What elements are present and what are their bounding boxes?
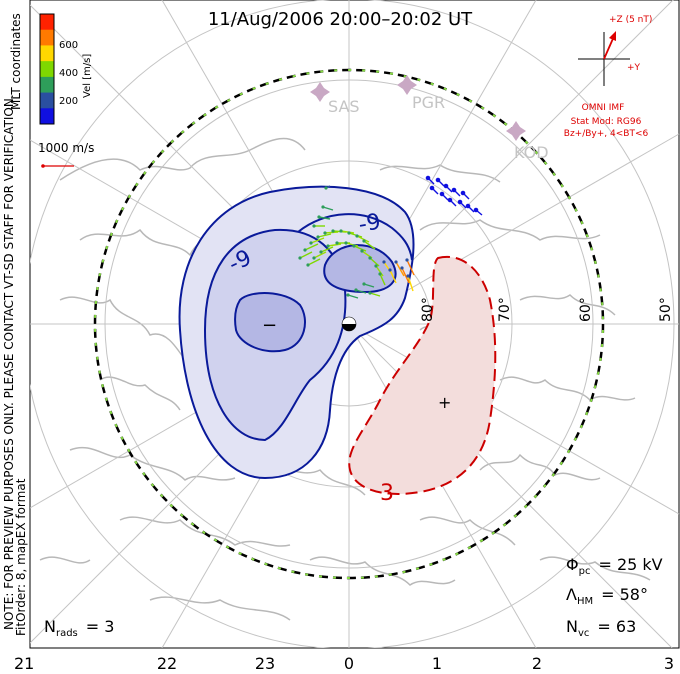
scale-vector-root	[41, 164, 45, 168]
mlt-label-23: 23	[255, 654, 275, 673]
fitorder-note: FitOrder: 8, mapEX format	[14, 478, 28, 636]
vector-group-kod	[425, 175, 483, 216]
mlt-label-22: 22	[157, 654, 177, 673]
stat-nvc-text: Nvc = 63	[566, 617, 636, 639]
negative-min-marker: −	[262, 315, 277, 336]
stat-phi-pc-text: Φpc = 25 kV	[566, 555, 663, 577]
imf-indicator: +Z (5 nT) +Y OMNI IMF Stat Mod: RG96 Bz+…	[564, 15, 653, 139]
mlt-label-0: 0	[344, 654, 354, 673]
negative-cell: -9 -9 −	[178, 185, 415, 480]
map-title: 11/Aug/2006 20:00–20:02 UT	[208, 9, 473, 30]
stat-nvc: Nvc = 63	[566, 617, 636, 639]
scale-vector: 1000 m/s	[38, 141, 94, 168]
lat-label-80: 80°	[420, 297, 436, 322]
station-kod: KOD	[506, 121, 549, 162]
colorbar-cell	[40, 45, 54, 62]
colorbar-tick-600: 600	[59, 40, 78, 51]
colorbar-cell	[40, 76, 54, 94]
stat-lambda-hm: ΛHM = 58°	[566, 585, 648, 607]
mlt-label-21: 21	[14, 654, 34, 673]
colorbar-cell	[40, 14, 54, 31]
imf-model: Stat Mod: RG96	[571, 117, 642, 127]
colorbar-tick-200: 200	[59, 96, 78, 107]
pole-marker	[341, 316, 357, 332]
station-kod-label: KOD	[514, 143, 549, 162]
colorbar-cell	[40, 92, 54, 109]
colorbar-outline	[39, 13, 55, 125]
mlt-axis: 21 22 23 0 1 2 3	[14, 654, 674, 673]
mlt-label-1: 1	[432, 654, 442, 673]
negative-cell-core	[234, 292, 306, 353]
negative-cell-arc	[297, 213, 413, 261]
mlt-coordinates-note: MLT coordinates	[9, 13, 23, 110]
imf-z-label: +Z (5 nT)	[609, 15, 652, 25]
station-pgr-label: PGR	[412, 93, 445, 112]
stat-nrads: Nrads = 3	[44, 617, 114, 639]
positive-cell: 3 +	[348, 255, 497, 506]
station-sas-label: SAS	[328, 97, 360, 116]
imf-y-label: +Y	[627, 63, 641, 73]
colorbar-cell	[40, 29, 54, 46]
positive-max-marker: +	[438, 393, 451, 412]
negative-contour-label-b: -9	[357, 209, 383, 237]
colorbar-unit-label: Vel [m/s]	[82, 54, 93, 98]
mlt-label-2: 2	[532, 654, 542, 673]
positive-cell-contour	[348, 255, 497, 495]
vector-roots-arc	[298, 186, 382, 297]
imf-condition: Bz+/By+, 4<BT<6	[564, 129, 649, 139]
positive-contour-label: 3	[380, 481, 394, 506]
negative-cell-dawn-lobe	[323, 244, 397, 294]
colorbar-cell	[40, 61, 54, 78]
lat-label-70: 70°	[497, 297, 513, 322]
station-sas: SAS	[310, 82, 360, 116]
imf-source: OMNI IMF	[582, 103, 625, 113]
velocity-vectors	[298, 175, 483, 299]
station-pgr: PGR	[397, 75, 445, 112]
colorbar-cell	[40, 108, 54, 125]
mlt-label-3: 3	[664, 654, 674, 673]
imf-vector-arrowhead	[609, 31, 616, 41]
lat-label-50: 50°	[658, 297, 674, 322]
hm-boundary	[93, 68, 605, 580]
velocity-colorbar: 600 400 200 Vel [m/s]	[39, 13, 93, 125]
stat-nrads-text: Nrads = 3	[44, 617, 114, 639]
vector-roots-dusk	[382, 258, 410, 278]
colorbar-scale	[40, 14, 54, 125]
verification-note: NOTE: FOR PREVIEW PURPOSES ONLY. PLEASE …	[2, 94, 16, 630]
stat-lambda-hm-text: ΛHM = 58°	[566, 585, 648, 607]
colorbar-tick-400: 400	[59, 68, 78, 79]
lat-label-60: 60°	[578, 297, 594, 322]
stat-phi-pc: Φpc = 25 kV	[566, 555, 663, 577]
scale-vector-label: 1000 m/s	[38, 141, 94, 155]
